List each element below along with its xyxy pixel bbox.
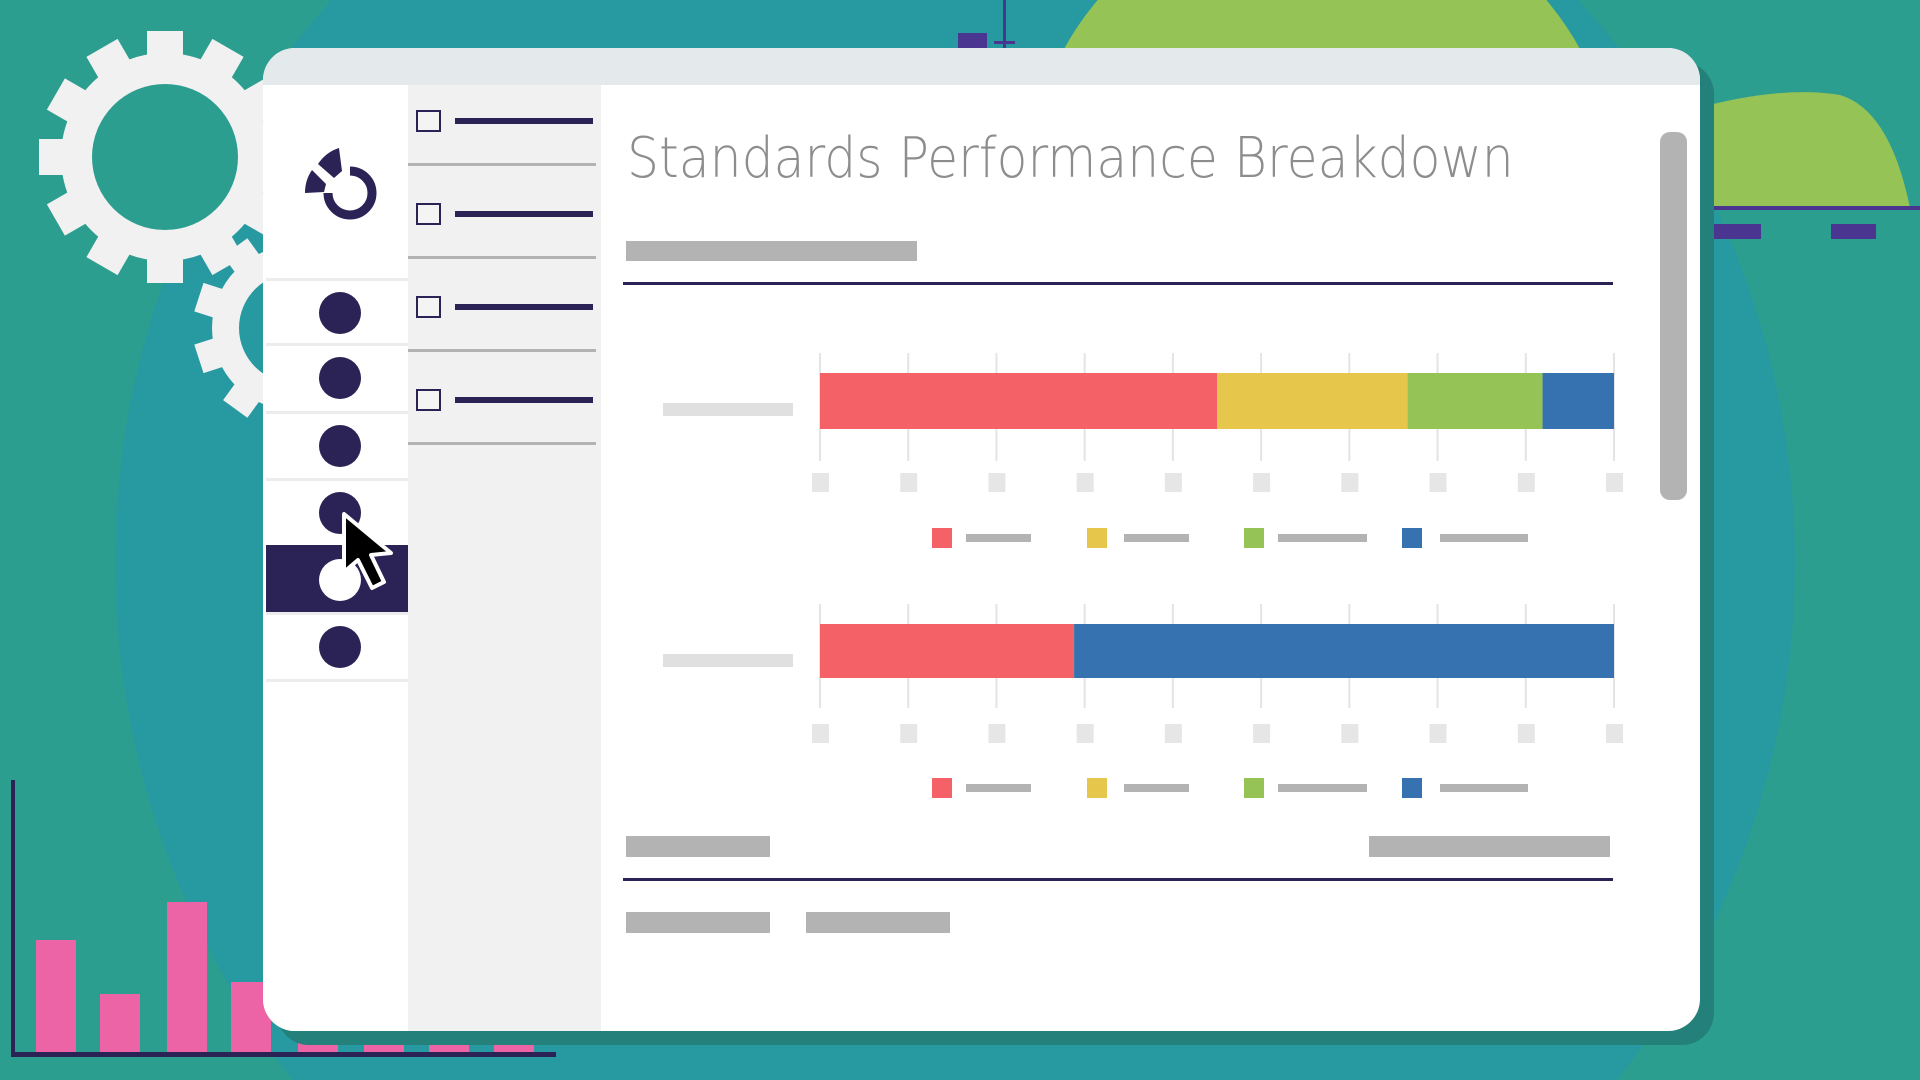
tick-label-placeholder <box>1517 724 1535 743</box>
tick-label-placeholder <box>1253 724 1271 743</box>
top-purple-line <box>1003 0 1006 48</box>
top-purple-cross <box>994 41 1015 44</box>
tick-label-placeholder <box>988 724 1006 743</box>
list-panel <box>408 85 601 1031</box>
tick-label-placeholder <box>812 473 829 492</box>
top-purple-block <box>958 33 987 48</box>
list-item-label-placeholder <box>455 211 593 217</box>
mouse-cursor-icon <box>342 512 393 590</box>
list-item[interactable] <box>408 271 601 364</box>
tick-label-placeholder <box>1076 473 1094 492</box>
page-title: Standards Performance Breakdown <box>627 126 1514 191</box>
checkbox[interactable] <box>416 296 441 318</box>
icon-sidebar <box>263 85 408 1031</box>
sidebar-nav-item[interactable] <box>266 278 408 345</box>
tick-label-placeholder <box>1606 724 1623 743</box>
footer-button-placeholder[interactable] <box>626 912 770 933</box>
list-item-label-placeholder <box>455 118 593 124</box>
list-item-label-placeholder <box>455 397 593 403</box>
list-item[interactable] <box>408 178 601 271</box>
shelf-line <box>1690 206 1920 210</box>
pink-bar <box>167 902 207 1052</box>
tick-label-placeholder <box>812 724 829 743</box>
legend-swatch <box>1402 778 1422 798</box>
legend-swatch <box>1402 528 1422 548</box>
footer-placeholder-left <box>626 836 770 857</box>
scrollbar-thumb[interactable] <box>1660 132 1687 500</box>
list-divider <box>408 256 596 259</box>
tick-label-placeholder <box>1253 473 1271 492</box>
legend-label-placeholder <box>1278 784 1367 792</box>
list-item-label-placeholder <box>455 304 593 310</box>
circle-icon <box>319 626 361 668</box>
legend-label-placeholder <box>1440 534 1528 542</box>
subtitle-placeholder <box>626 241 917 261</box>
row-label-placeholder <box>663 403 793 416</box>
legend-label-placeholder <box>966 784 1031 792</box>
footer-placeholder-right <box>1369 836 1610 857</box>
list-divider <box>408 163 596 166</box>
circle-icon <box>319 292 361 334</box>
shelf-block <box>1831 224 1876 239</box>
gear-tooth <box>223 377 264 418</box>
bar-segment[interactable] <box>1074 624 1614 678</box>
legend-label-placeholder <box>1124 534 1189 542</box>
tick-label-placeholder <box>1076 724 1094 743</box>
tick-label-placeholder <box>900 724 918 743</box>
circle-icon <box>319 425 361 467</box>
legend-swatch <box>1244 778 1264 798</box>
window-title-bar <box>263 48 1700 85</box>
sidebar-nav-item[interactable] <box>266 343 408 410</box>
tick-label-placeholder <box>1606 473 1623 492</box>
row-label-placeholder <box>663 654 793 667</box>
header-divider <box>623 282 1613 285</box>
tick-label-placeholder <box>1429 724 1447 743</box>
tick-label-placeholder <box>1517 473 1535 492</box>
list-divider <box>408 349 596 352</box>
legend-swatch <box>932 528 952 548</box>
legend-swatch <box>932 778 952 798</box>
sidebar-divider <box>266 679 408 682</box>
legend-swatch <box>1244 528 1264 548</box>
pink-bar <box>36 940 76 1052</box>
app-window: Standards Performance Breakdown <box>263 48 1700 1031</box>
checkbox[interactable] <box>416 110 441 132</box>
sidebar-nav-item[interactable] <box>266 612 408 679</box>
green-blob-right <box>1690 92 1910 208</box>
donut-logo-icon <box>305 148 377 220</box>
tick-label-placeholder <box>900 473 918 492</box>
circle-icon <box>319 357 361 399</box>
footer-divider <box>623 878 1613 881</box>
legend-label-placeholder <box>966 534 1031 542</box>
tick-label-placeholder <box>1164 724 1182 743</box>
legend-label-placeholder <box>1278 534 1367 542</box>
gear-icon <box>39 31 291 283</box>
legend-label-placeholder <box>1124 784 1189 792</box>
bar-segment[interactable] <box>1217 373 1408 429</box>
list-divider <box>408 442 596 445</box>
footer-button-placeholder[interactable] <box>806 912 950 933</box>
bar-segment[interactable] <box>820 373 1217 429</box>
tick-label-placeholder <box>1341 724 1359 743</box>
tick-label-placeholder <box>1341 473 1359 492</box>
legend-swatch <box>1087 778 1107 798</box>
sidebar-nav-item[interactable] <box>266 411 408 478</box>
list-item[interactable] <box>408 364 601 457</box>
legend-label-placeholder <box>1440 784 1528 792</box>
tick-label-placeholder <box>988 473 1006 492</box>
tick-label-placeholder <box>1429 473 1447 492</box>
shelf-block <box>1714 224 1761 239</box>
tick-label-placeholder <box>1164 473 1182 492</box>
list-item[interactable] <box>408 85 601 178</box>
pink-bar <box>100 994 140 1052</box>
bar-segment[interactable] <box>1542 373 1614 429</box>
bar-segment[interactable] <box>1407 373 1543 429</box>
bar-segment[interactable] <box>820 624 1075 678</box>
gear-tooth <box>223 238 264 279</box>
checkbox[interactable] <box>416 203 441 225</box>
legend-swatch <box>1087 528 1107 548</box>
checkbox[interactable] <box>416 389 441 411</box>
